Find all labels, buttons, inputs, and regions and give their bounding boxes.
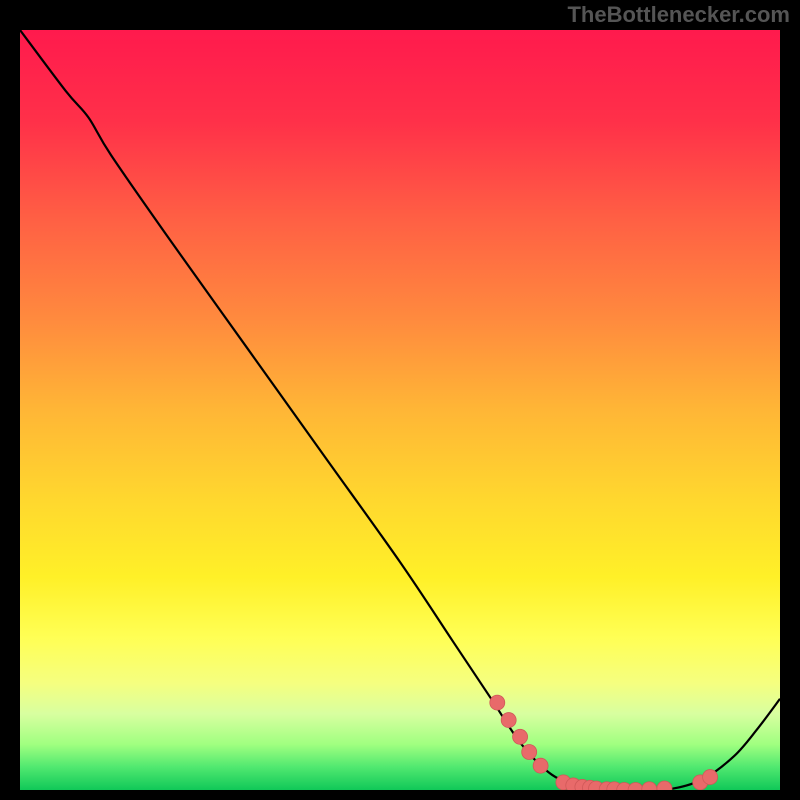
marker-point <box>703 770 718 785</box>
marker-point <box>513 729 528 744</box>
marker-point <box>490 695 505 710</box>
chart-container <box>20 30 780 790</box>
watermark-text: TheBottlenecker.com <box>567 2 790 28</box>
chart-svg <box>20 30 780 790</box>
marker-point <box>501 713 516 728</box>
chart-background <box>20 30 780 790</box>
marker-point <box>522 745 537 760</box>
marker-point <box>533 758 548 773</box>
